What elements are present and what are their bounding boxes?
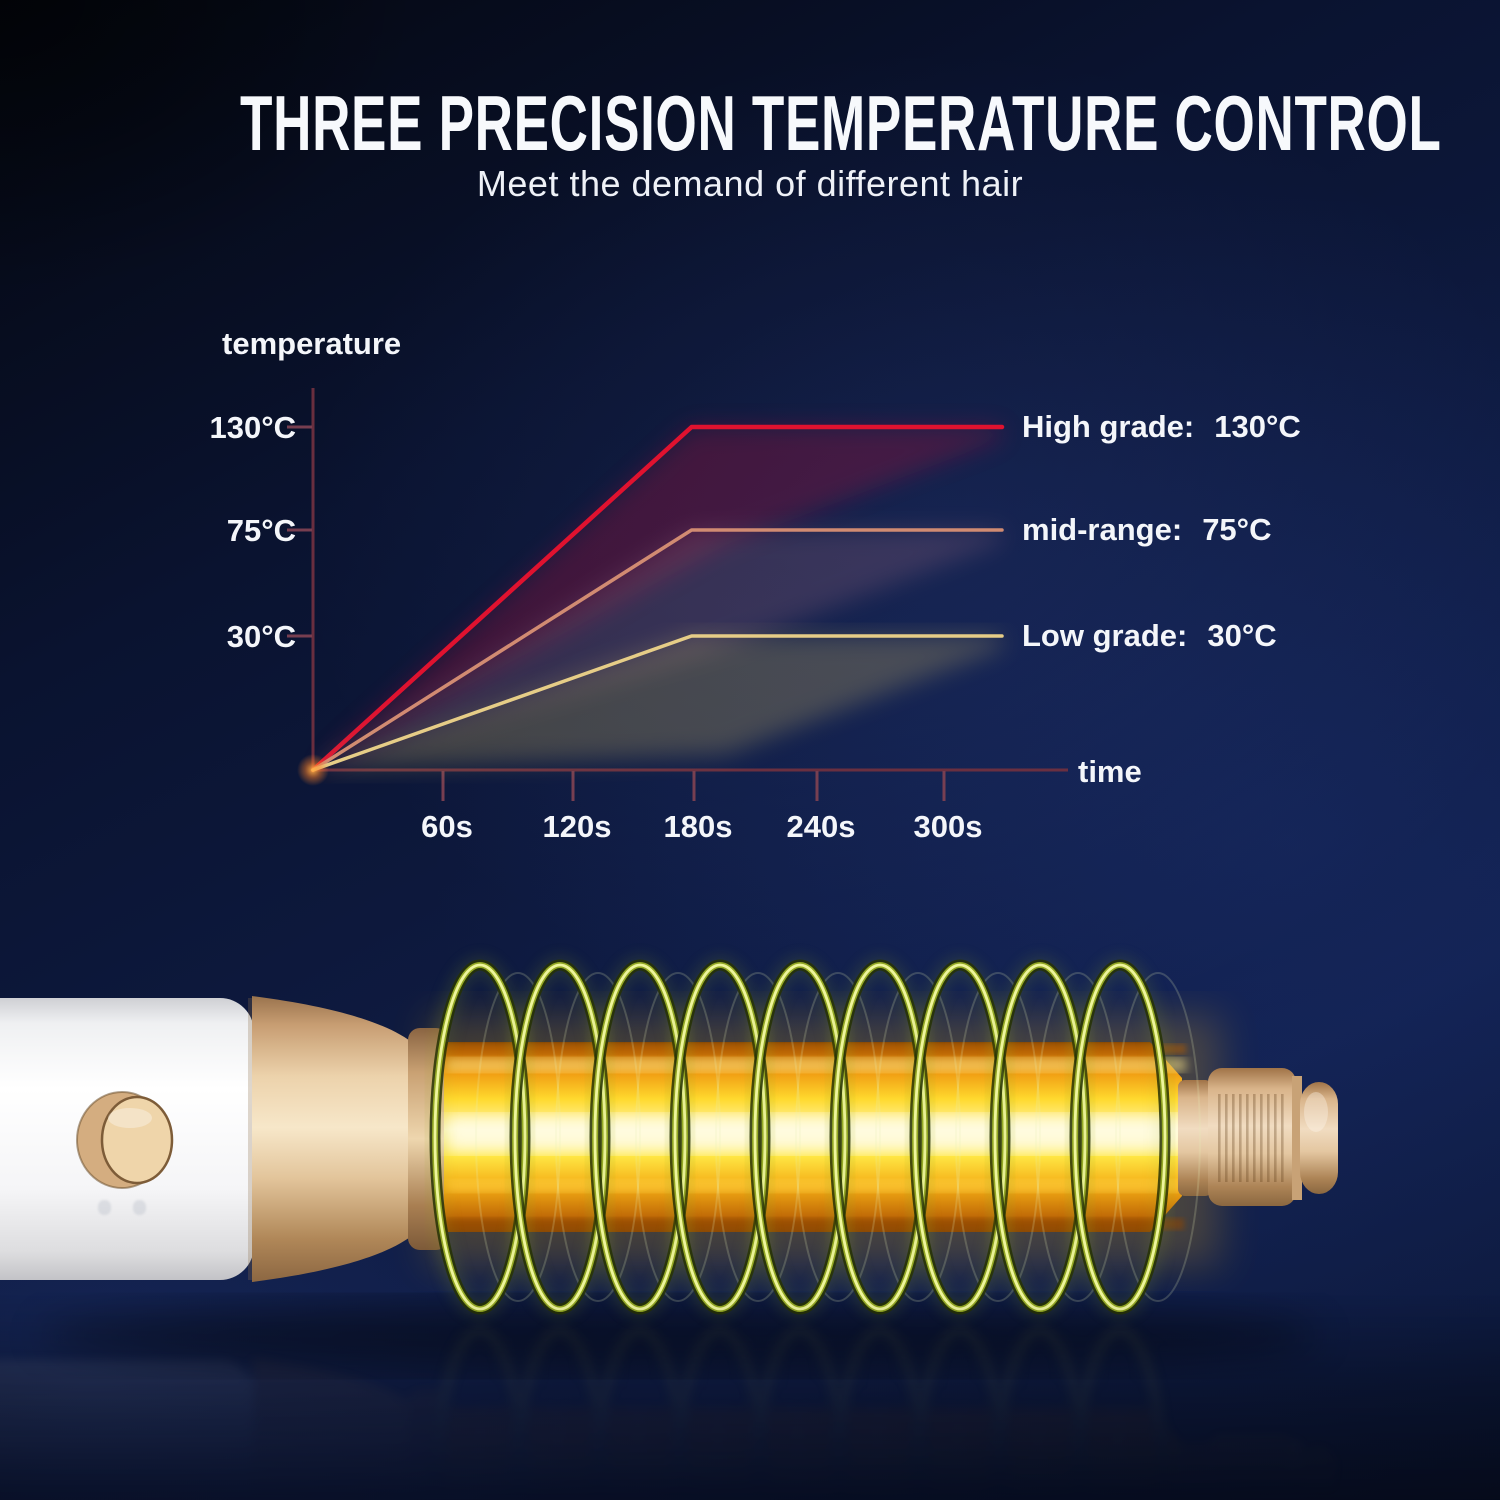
x-tick-label-240s: 240s bbox=[787, 809, 856, 844]
page-subtitle: Meet the demand of different hair bbox=[476, 163, 1024, 204]
legend-value: 30°C bbox=[1207, 618, 1277, 653]
chart-axes bbox=[287, 388, 1068, 801]
legend-value: 130°C bbox=[1214, 409, 1301, 444]
tip-cap-highlight bbox=[1304, 1092, 1328, 1132]
y-tick-label-75: 75°C bbox=[227, 513, 296, 548]
tip-collar bbox=[1178, 1080, 1212, 1196]
y-axis-title: temperature bbox=[222, 326, 401, 361]
origin-glow bbox=[297, 754, 329, 786]
tip-ribs-texture bbox=[1216, 1094, 1288, 1182]
legend-label: High grade: bbox=[1022, 409, 1195, 444]
mode-marking-left bbox=[98, 1200, 111, 1215]
tip-assembly bbox=[1178, 1068, 1338, 1206]
x-tick-label-120s: 120s bbox=[543, 809, 612, 844]
power-slider-button bbox=[76, 1091, 174, 1189]
page-title: THREE PRECISION TEMPERATURE CONTROL bbox=[240, 79, 1442, 167]
legend-label: mid-range: bbox=[1022, 512, 1183, 547]
curling-wand-illustration bbox=[0, 957, 1338, 1500]
handle-seam bbox=[248, 998, 254, 1280]
line-chart: temperature 130°C 75°C 30°C bbox=[209, 326, 1141, 844]
x-tick-label-180s: 180s bbox=[664, 809, 733, 844]
x-axis-title: time bbox=[1078, 754, 1142, 789]
legend-item-high-grade: High grade: 130°C bbox=[1022, 405, 1301, 449]
series-line-low-grade bbox=[311, 634, 1004, 772]
mode-marking-right bbox=[133, 1200, 146, 1215]
tip-end-cap bbox=[1300, 1082, 1338, 1194]
legend-label: Low grade: bbox=[1022, 618, 1188, 653]
legend-item-mid-range: mid-range: 75°C bbox=[1022, 508, 1271, 552]
series-glow-2 bbox=[313, 636, 1002, 770]
y-tick-label-130: 130°C bbox=[209, 410, 296, 445]
series-line-mid-range bbox=[311, 528, 1004, 772]
series-line-high-grade bbox=[310, 424, 1005, 773]
legend-item-low-grade: Low grade: 30°C bbox=[1022, 614, 1277, 658]
x-tick-label-300s: 300s bbox=[914, 809, 983, 844]
series-glow-0 bbox=[313, 427, 1002, 770]
x-tick-label-60s: 60s bbox=[421, 809, 473, 844]
tip-step-ring bbox=[1292, 1076, 1302, 1200]
legend-value: 75°C bbox=[1202, 512, 1272, 547]
y-tick-label-30: 30°C bbox=[227, 619, 296, 654]
chart-series-lines bbox=[310, 424, 1005, 773]
gold-cone bbox=[252, 996, 414, 1282]
